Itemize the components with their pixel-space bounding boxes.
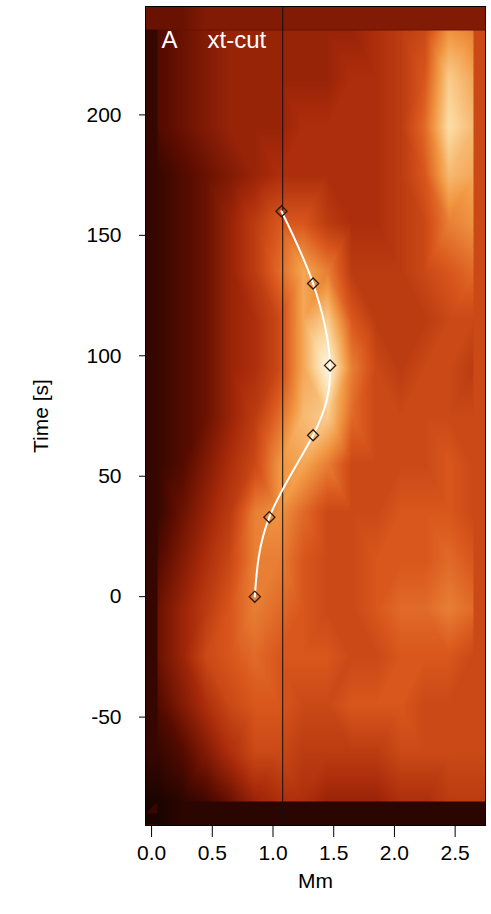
svg-text:1.5: 1.5	[319, 841, 348, 864]
svg-text:1.0: 1.0	[258, 841, 287, 864]
svg-text:0.5: 0.5	[198, 841, 227, 864]
svg-text:100: 100	[86, 343, 121, 366]
svg-text:2.0: 2.0	[380, 841, 409, 864]
svg-text:0: 0	[110, 584, 122, 607]
svg-text:0.0: 0.0	[137, 841, 166, 864]
svg-text:A: A	[162, 26, 178, 53]
svg-text:xt-cut: xt-cut	[208, 26, 267, 53]
svg-text:Mm: Mm	[298, 869, 333, 892]
svg-text:50: 50	[98, 464, 121, 487]
svg-text:200: 200	[86, 103, 121, 126]
svg-text:Time [s]: Time [s]	[29, 379, 52, 453]
svg-text:-50: -50	[91, 705, 121, 728]
svg-text:2.5: 2.5	[441, 841, 470, 864]
svg-text:150: 150	[86, 223, 121, 246]
